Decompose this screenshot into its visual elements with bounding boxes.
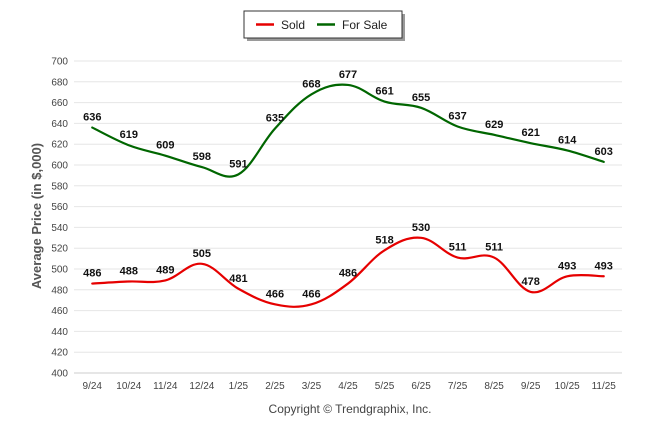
data-label-sold: 486 (339, 268, 357, 280)
y-axis-ticks: 400 420 440 460 480 500 520 540 560 580 600 620 640 6… (51, 57, 68, 380)
x-tick-label: 10/24 (116, 381, 141, 392)
y-tick-label: 500 (51, 265, 68, 276)
x-axis-ticks: 9/24 10/24 11/24 12/24 1/25 2/25 3/25 4/25 5/25 6… (83, 381, 617, 392)
y-tick-label: 680 (51, 77, 68, 88)
y-tick-label: 480 (51, 285, 68, 296)
data-label-sold: 518 (375, 234, 393, 246)
data-label-for-sale: 636 (83, 112, 101, 124)
data-label-sold: 511 (485, 242, 503, 254)
x-tick-label: 10/25 (555, 381, 580, 392)
x-tick-label: 3/25 (302, 381, 322, 392)
data-label-sold: 488 (120, 265, 138, 277)
x-tick-label: 11/24 (153, 381, 178, 392)
data-label-for-sale: 614 (558, 134, 577, 146)
y-tick-label: 700 (51, 57, 68, 68)
data-label-for-sale: 619 (120, 129, 138, 141)
y-tick-label: 420 (51, 348, 68, 359)
y-tick-label: 440 (51, 327, 68, 338)
x-tick-label: 2/25 (265, 381, 285, 392)
y-tick-label: 560 (51, 202, 68, 213)
data-label-for-sale: 621 (521, 127, 539, 139)
x-tick-label: 1/25 (229, 381, 249, 392)
data-label-for-sale: 598 (193, 151, 211, 163)
legend-label-for-sale: For Sale (342, 18, 388, 32)
grid (74, 61, 622, 373)
data-label-sold: 478 (521, 276, 539, 288)
x-tick-label: 12/24 (189, 381, 214, 392)
data-label-for-sale: 629 (485, 119, 503, 131)
data-label-for-sale: 677 (339, 69, 357, 81)
data-label-sold: 511 (449, 242, 467, 254)
y-tick-label: 520 (51, 244, 68, 255)
y-tick-label: 540 (51, 223, 68, 234)
y-tick-label: 620 (51, 140, 68, 151)
x-tick-label: 6/25 (411, 381, 431, 392)
x-tick-label: 9/24 (83, 381, 103, 392)
data-label-for-sale: 591 (229, 158, 247, 170)
data-label-sold: 493 (558, 260, 576, 272)
data-labels: 486 488 489 505 481 466 466 486 518 530 511 511 478 4… (83, 69, 613, 300)
y-tick-label: 460 (51, 306, 68, 317)
copyright: Copyright © Trendgraphix, Inc. (269, 402, 432, 416)
data-label-for-sale: 635 (266, 113, 284, 125)
y-axis-label: Average Price (in $,000) (29, 143, 44, 289)
data-label-for-sale: 637 (448, 111, 466, 123)
x-tick-label: 9/25 (521, 381, 541, 392)
y-tick-label: 600 (51, 161, 68, 172)
data-label-sold: 489 (156, 264, 174, 276)
y-tick-label: 640 (51, 119, 68, 130)
data-label-for-sale: 661 (375, 86, 393, 98)
data-label-sold: 493 (595, 260, 613, 272)
x-tick-label: 4/25 (338, 381, 358, 392)
data-label-sold: 530 (412, 222, 430, 234)
y-tick-label: 580 (51, 181, 68, 192)
x-tick-label: 7/25 (448, 381, 468, 392)
y-tick-label: 400 (51, 369, 68, 380)
data-label-sold: 481 (229, 273, 247, 285)
data-label-for-sale: 609 (156, 140, 174, 152)
line-chart: Sold For Sale 400 420 440 460 480 500 520 540 56… (0, 0, 646, 434)
data-label-for-sale: 655 (412, 92, 430, 104)
x-tick-label: 8/25 (484, 381, 504, 392)
x-tick-label: 5/25 (375, 381, 395, 392)
data-label-sold: 505 (193, 248, 211, 260)
legend-label-sold: Sold (281, 18, 305, 32)
data-label-for-sale: 668 (302, 78, 320, 90)
data-label-sold: 466 (302, 288, 320, 300)
y-tick-label: 660 (51, 98, 68, 109)
legend: Sold For Sale (244, 11, 405, 41)
data-label-sold: 466 (266, 288, 284, 300)
data-label-sold: 486 (83, 268, 101, 280)
x-tick-label: 11/25 (592, 381, 617, 392)
data-label-for-sale: 603 (595, 146, 613, 158)
